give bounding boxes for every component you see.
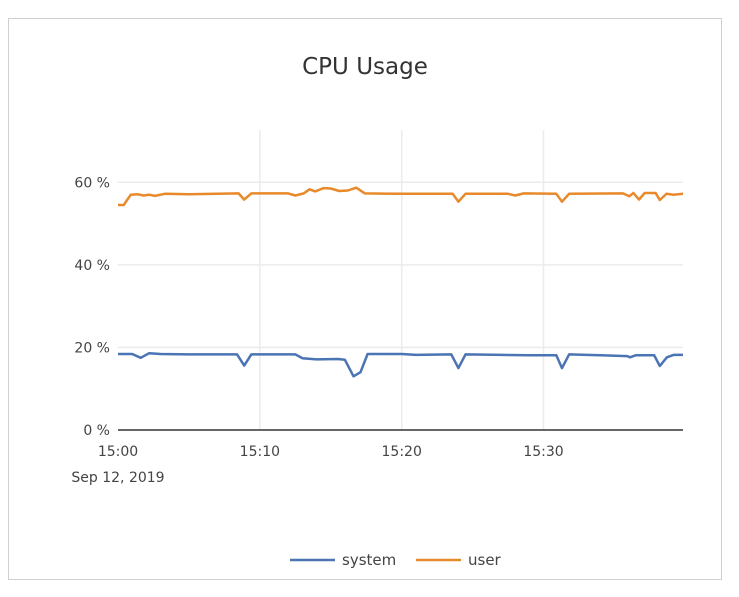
series-line-user xyxy=(118,186,684,207)
x-tick-label: 15:00 xyxy=(98,444,138,460)
series-line-system xyxy=(118,351,683,378)
x-date-label: Sep 12, 2019 xyxy=(71,470,164,486)
legend-item-system[interactable]: system xyxy=(290,551,396,569)
y-tick-label: 60 % xyxy=(74,175,110,191)
legend-item-user[interactable]: user xyxy=(416,551,502,569)
x-tick-label: 15:30 xyxy=(523,444,563,460)
x-tick-label: 15:10 xyxy=(240,444,280,460)
chart-title: CPU Usage xyxy=(302,54,428,80)
x-tick-label: 15:20 xyxy=(382,444,422,460)
chart-frame xyxy=(8,18,722,580)
y-tick-label: 40 % xyxy=(74,258,110,274)
y-tick-label: 0 % xyxy=(83,423,110,439)
legend-label: user xyxy=(468,551,502,569)
legend-label: system xyxy=(342,551,396,569)
y-tick-label: 20 % xyxy=(74,340,110,356)
